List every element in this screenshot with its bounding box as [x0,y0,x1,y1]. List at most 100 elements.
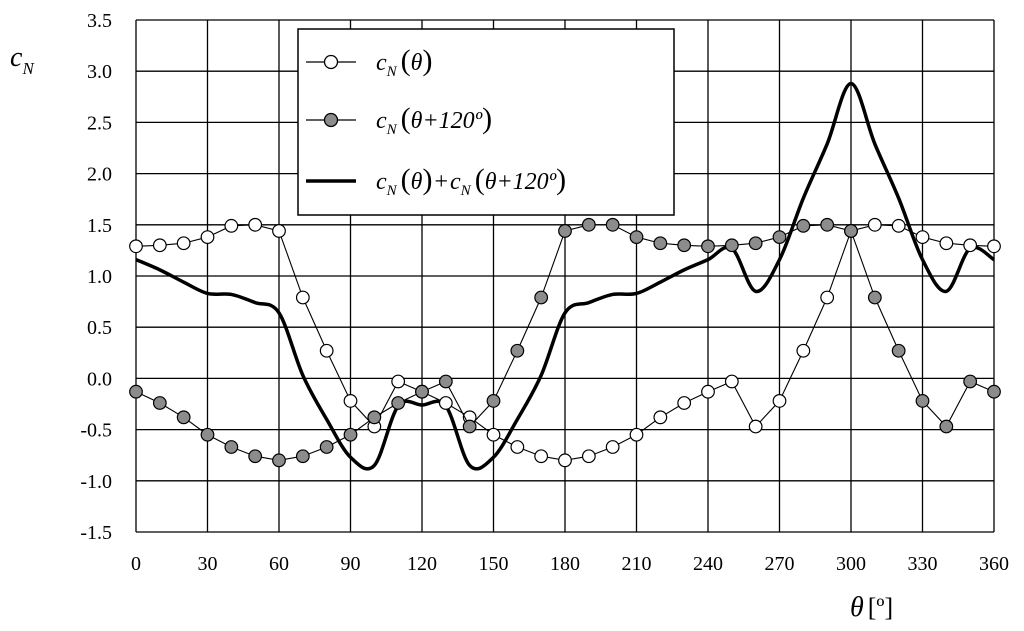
data-point [820,290,835,305]
data-point [867,290,882,305]
data-point [534,290,549,305]
legend-marker-1 [323,54,339,70]
y-tick-label: -0.5 [80,420,112,442]
x-tick-label: 0 [131,553,141,575]
x-tick-label: 60 [269,553,289,575]
x-tick-label: 180 [550,553,580,575]
data-point [629,230,644,244]
y-tick-label: 2.5 [87,112,112,134]
data-point [558,224,572,238]
data-point [772,230,787,244]
x-tick-label: 360 [979,553,1009,575]
data-point [605,440,620,454]
y-tick-label: 1.5 [87,215,112,237]
legend-box [297,28,675,216]
series-line-sum [135,81,995,471]
data-point [939,236,954,251]
data-point [319,440,334,454]
data-point [200,427,215,442]
y-tick-label: 3.5 [87,10,112,32]
data-point [295,449,310,464]
data-point [653,236,668,251]
series-cn-theta [129,217,1001,468]
data-point [820,217,835,232]
data-point [701,239,715,254]
data-point [510,440,525,454]
data-point [486,394,501,408]
data-point [891,343,906,358]
data-point [963,374,978,389]
x-tick-label: 300 [836,553,866,575]
data-point [891,218,906,233]
data-point [748,236,763,251]
data-point [987,384,1001,399]
series-cn-theta-plus-120 [129,217,1001,468]
x-tick-label: 90 [341,553,361,575]
data-point [558,453,572,468]
y-tick-label: 0.5 [87,317,112,339]
x-tick-label: 210 [622,553,652,575]
legend-label-1: cN (θ) [376,44,432,80]
x-tick-label: 120 [407,553,437,575]
data-point [915,394,930,408]
data-point [796,218,811,233]
data-point [987,239,1001,254]
x-tick-label: 30 [198,553,218,575]
y-axis-title: cN [10,42,35,78]
data-point [701,384,715,399]
data-point [629,427,644,442]
data-point [510,343,525,358]
data-point [486,427,501,442]
legend-entry-1: cN (θ) [306,44,432,80]
data-point [248,217,263,232]
y-tick-label: -1.5 [80,522,112,544]
data-point [129,384,143,399]
data-point [438,396,453,410]
legend-entry-3: cN (θ)+cN (θ+120º) [306,163,566,199]
data-point [677,396,692,410]
data-point [438,374,453,389]
series-layer [129,81,1001,471]
data-point [748,419,763,434]
data-point [343,394,358,408]
data-point [391,396,406,410]
data-point [939,419,954,434]
data-point [534,449,549,464]
data-point [272,453,286,468]
data-point [200,230,215,244]
data-point [677,238,692,253]
data-point [796,343,811,358]
data-point [152,238,167,253]
data-point [772,394,787,408]
legend-label-3: cN (θ)+cN (θ+120º) [376,163,566,199]
data-point [724,238,739,253]
legend: cN (θ) cN (θ+120º) cN (θ)+cN (θ+120º) [297,28,675,216]
x-tick-label: 150 [479,553,509,575]
data-point [176,410,191,425]
y-tick-label: 1.0 [87,266,112,288]
y-tick-label: 2.0 [87,164,112,186]
y-tick-label: 3.0 [87,61,112,83]
legend-label-2: cN (θ+120º) [376,102,492,138]
x-axis-title: θ [º] [850,592,893,623]
data-point [343,427,358,442]
data-point [963,238,978,253]
data-point [581,217,596,232]
data-point [272,224,286,238]
y-tick-label: -1.0 [80,471,112,493]
legend-marker-2 [323,112,339,128]
x-tick-label: 270 [765,553,795,575]
data-point [724,374,739,389]
data-point [605,217,620,232]
data-point [581,449,596,464]
y-tick-label: 0.0 [87,368,112,390]
legend-entry-2: cN (θ+120º) [306,102,492,138]
x-tick-label: 330 [908,553,938,575]
data-point [224,440,239,454]
data-point [867,217,882,232]
data-point [176,236,191,251]
data-point [295,290,310,305]
data-point [462,419,477,434]
data-point [319,343,334,358]
